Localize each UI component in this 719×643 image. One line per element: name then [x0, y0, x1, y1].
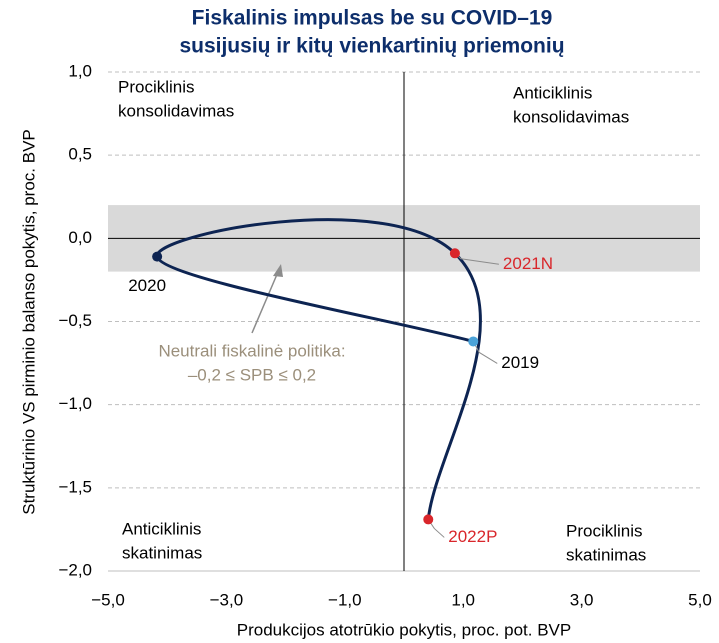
point-label: 2021N [503, 254, 553, 273]
y-tick-label: 0,5 [68, 145, 92, 164]
x-axis-label: Produkcijos atotrūkio pokytis, proc. pot… [237, 620, 572, 639]
x-tick-label: 1,0 [451, 590, 475, 609]
x-tick-label: 5,0 [688, 590, 712, 609]
point [449, 248, 460, 259]
x-tick-label: −3,0 [210, 590, 244, 609]
x-tick-label: 3,0 [570, 590, 594, 609]
point [468, 336, 479, 347]
annotation: –0,2 ≤ SPB ≤ 0,2 [188, 365, 316, 384]
chart-title: Fiskalinis impulsas be su COVID–19 [192, 7, 553, 30]
quadrant-label: konsolidavimas [118, 101, 234, 120]
point [152, 251, 163, 262]
y-tick-label: −1,5 [58, 477, 92, 496]
quadrant-label: Prociklinis [118, 77, 195, 96]
point-label: 2020 [128, 276, 166, 295]
chart-title: susijusių ir kitų vienkartinių priemonių [179, 35, 564, 58]
quadrant-label: Anticiklinis [122, 519, 201, 538]
quadrant-label: konsolidavimas [513, 107, 629, 126]
y-tick-label: −0,5 [58, 311, 92, 330]
y-tick-label: −1,0 [58, 394, 92, 413]
y-tick-label: 0,0 [68, 228, 92, 247]
quadrant-label: skatinimas [566, 545, 646, 564]
y-tick-label: 1,0 [68, 61, 92, 80]
y-axis-label: Struktūrinio VS pirminio balanso pokytis… [19, 129, 38, 515]
quadrant-label: Prociklinis [566, 521, 643, 540]
quadrant-label: skatinimas [122, 543, 202, 562]
quadrant-label: Anticiklinis [513, 83, 592, 102]
x-tick-label: −5,0 [91, 590, 125, 609]
y-tick-label: −2,0 [58, 560, 92, 579]
point-label: 2022P [448, 527, 497, 546]
line [155, 218, 482, 520]
point [423, 514, 434, 525]
annotation-arrow [251, 271, 279, 334]
point-label: 2019 [501, 353, 539, 372]
annotation-arrowhead [273, 264, 283, 277]
annotation: Neutrali fiskalinė politika: [158, 341, 345, 360]
x-tick-label: −1,0 [328, 590, 362, 609]
